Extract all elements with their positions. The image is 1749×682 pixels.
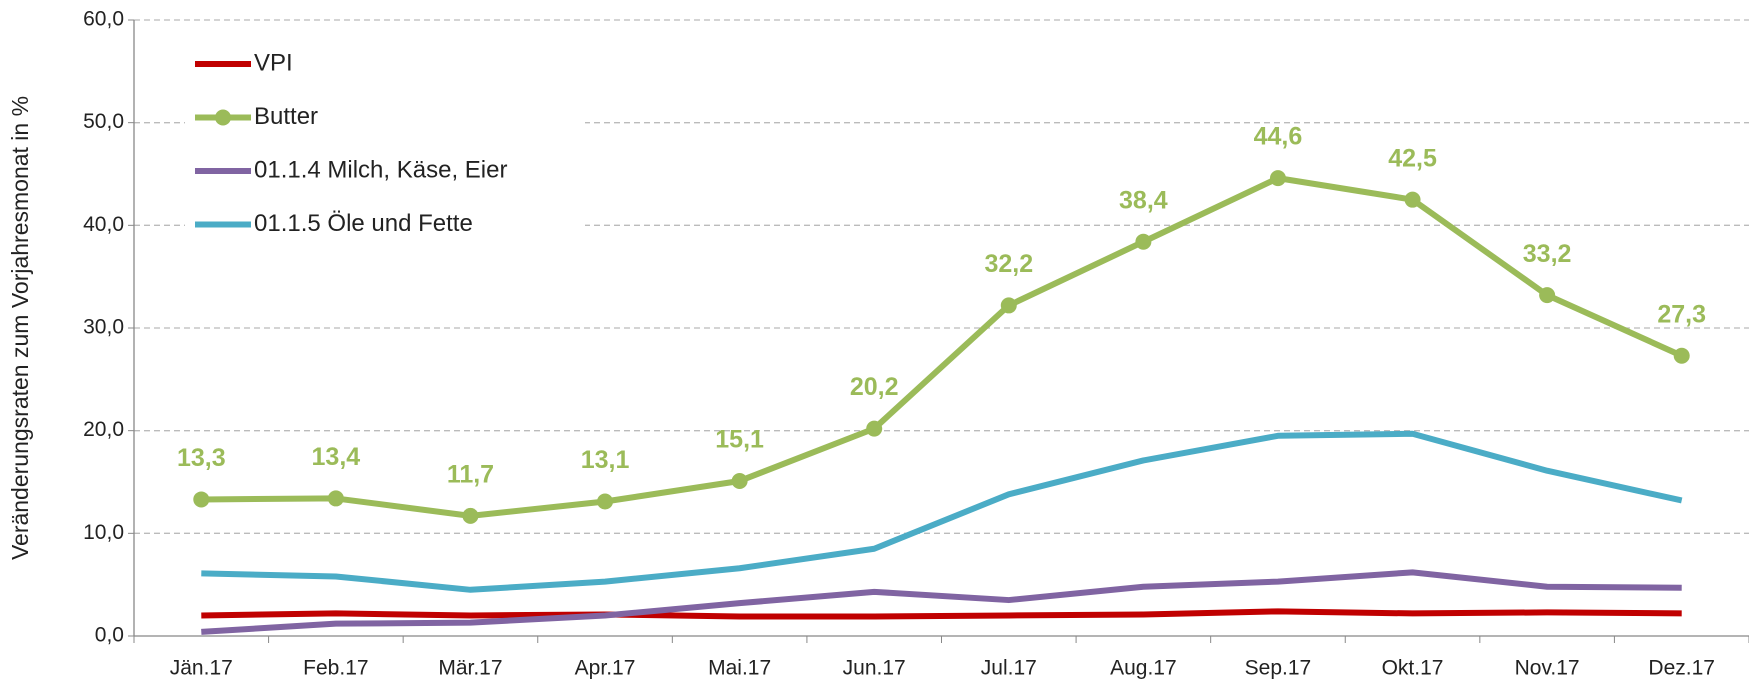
- data-label: 32,2: [984, 250, 1033, 278]
- y-tick-label: 10,0: [83, 521, 124, 544]
- x-tick-label: Sep.17: [1245, 657, 1312, 680]
- x-tick-label: Mai.17: [708, 657, 771, 680]
- legend-background: [185, 40, 585, 250]
- x-tick-label: Nov.17: [1515, 657, 1580, 680]
- legend-label: 01.1.5 Öle und Fette: [254, 210, 473, 237]
- data-label: 13,3: [177, 444, 226, 472]
- data-label: 20,2: [850, 373, 899, 401]
- x-tick-label: Jän.17: [170, 657, 233, 680]
- data-label: 13,4: [312, 443, 361, 471]
- point: [1000, 297, 1017, 314]
- point: [1673, 347, 1690, 364]
- data-label: 33,2: [1523, 240, 1572, 268]
- point: [866, 420, 883, 437]
- legend-label: 01.1.4 Milch, Käse, Eier: [254, 156, 507, 183]
- series-line: [201, 175, 1683, 519]
- data-label: 15,1: [715, 426, 764, 454]
- y-tick-label: 0,0: [95, 624, 124, 647]
- series-line: [201, 569, 1682, 635]
- y-tick-label: 60,0: [83, 8, 124, 31]
- legend-label: Butter: [254, 103, 318, 130]
- point: [731, 472, 748, 489]
- series-line: [201, 608, 1682, 620]
- legend-marker: [215, 109, 231, 126]
- point: [1135, 233, 1152, 250]
- x-tick-label: Jun.17: [843, 657, 906, 680]
- data-label: 44,6: [1254, 123, 1303, 151]
- data-label: 13,1: [581, 446, 630, 474]
- legend-label: VPI: [254, 49, 293, 76]
- data-label: 38,4: [1119, 186, 1168, 214]
- y-tick-label: 40,0: [83, 213, 124, 236]
- point: [1404, 191, 1421, 208]
- x-tick-label: Aug.17: [1110, 657, 1177, 680]
- point: [193, 491, 210, 508]
- y-tick-label: 30,0: [83, 316, 124, 339]
- y-tick-label: 20,0: [83, 418, 124, 441]
- series-line: [201, 430, 1683, 593]
- x-tick-label: Mär.17: [438, 657, 502, 680]
- point: [1269, 170, 1286, 187]
- y-tick-label: 50,0: [83, 110, 124, 133]
- point: [597, 493, 614, 510]
- x-tick-label: Apr.17: [575, 657, 636, 680]
- data-label: 42,5: [1388, 144, 1437, 172]
- x-tick-label: Feb.17: [303, 657, 368, 680]
- point: [462, 507, 479, 524]
- x-tick-label: Jul.17: [981, 657, 1037, 680]
- x-tick-label: Okt.17: [1382, 657, 1444, 680]
- data-label: 27,3: [1657, 300, 1706, 328]
- y-axis-label: Veränderungsraten zum Vorjahresmonat in …: [7, 96, 33, 560]
- point: [1539, 287, 1556, 304]
- data-label: 11,7: [447, 460, 494, 488]
- point: [327, 490, 344, 507]
- x-tick-label: Dez.17: [1648, 657, 1715, 680]
